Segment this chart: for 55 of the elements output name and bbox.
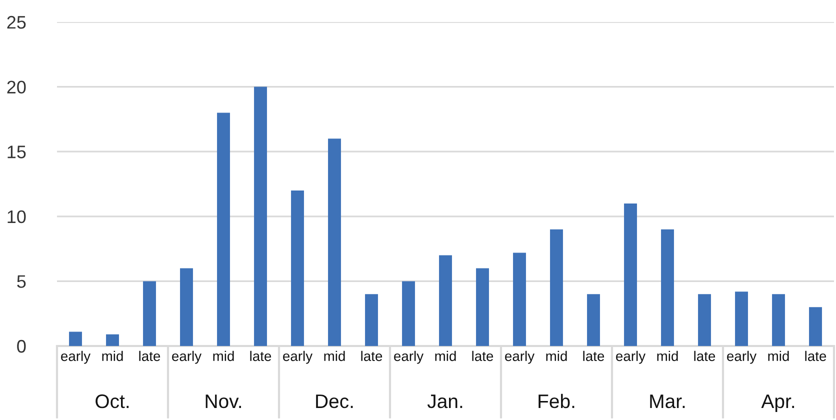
bar <box>772 294 785 346</box>
bar <box>550 229 563 346</box>
x-tick-label: mid <box>546 350 567 362</box>
bar <box>587 294 600 346</box>
bar <box>476 268 489 346</box>
y-tick-label: 0 <box>17 340 26 353</box>
x-tick-label: late <box>583 350 604 362</box>
x-tick-label: mid <box>213 350 234 362</box>
y-tick-label: 25 <box>7 16 26 29</box>
bar <box>106 334 119 346</box>
bar <box>291 190 304 346</box>
text: Feb. <box>538 394 574 408</box>
x-tick-label: early <box>616 350 646 364</box>
x-tick-label: early <box>283 350 313 364</box>
bar <box>180 268 193 346</box>
x-tick-label: mid <box>102 350 123 362</box>
bar <box>143 281 156 346</box>
bar <box>365 294 378 346</box>
y-tick-label: 5 <box>17 275 26 288</box>
bar <box>439 255 452 346</box>
y-tick-label: 15 <box>8 146 26 158</box>
bar <box>217 112 230 346</box>
bar <box>809 307 822 346</box>
bar <box>513 252 526 346</box>
bar <box>69 332 82 346</box>
bar <box>698 294 711 346</box>
x-tick-label: early <box>727 350 757 364</box>
y-tick-label: 20 <box>7 80 26 94</box>
x-tick-label: late <box>361 350 382 362</box>
bar <box>735 292 748 346</box>
bar <box>402 281 415 346</box>
x-tick-label: late <box>139 350 160 362</box>
bar <box>624 203 637 346</box>
text: Dec. <box>316 394 353 408</box>
x-tick-label: late <box>472 350 494 362</box>
text: Jan. <box>427 394 462 408</box>
text: Oct. <box>96 394 129 408</box>
bar <box>254 86 267 346</box>
x-tick-label: late <box>250 350 272 362</box>
text: Nov. <box>206 394 241 408</box>
x-tick-label: mid <box>324 350 345 362</box>
x-tick-label: early <box>172 350 202 364</box>
bar <box>661 229 674 346</box>
x-tick-label: mid <box>768 350 789 362</box>
text: Mar. <box>650 394 685 408</box>
bar <box>328 138 341 346</box>
x-tick-label: mid <box>657 350 678 362</box>
y-tick-label: 10 <box>8 210 26 224</box>
x-tick-label: mid <box>435 350 456 362</box>
text: Apr. <box>761 394 794 412</box>
x-tick-label: early <box>505 350 535 364</box>
x-tick-label: early <box>394 350 424 364</box>
x-tick-label: early <box>61 350 91 364</box>
x-tick-label: late <box>805 350 826 362</box>
x-tick-label: late <box>694 350 716 362</box>
